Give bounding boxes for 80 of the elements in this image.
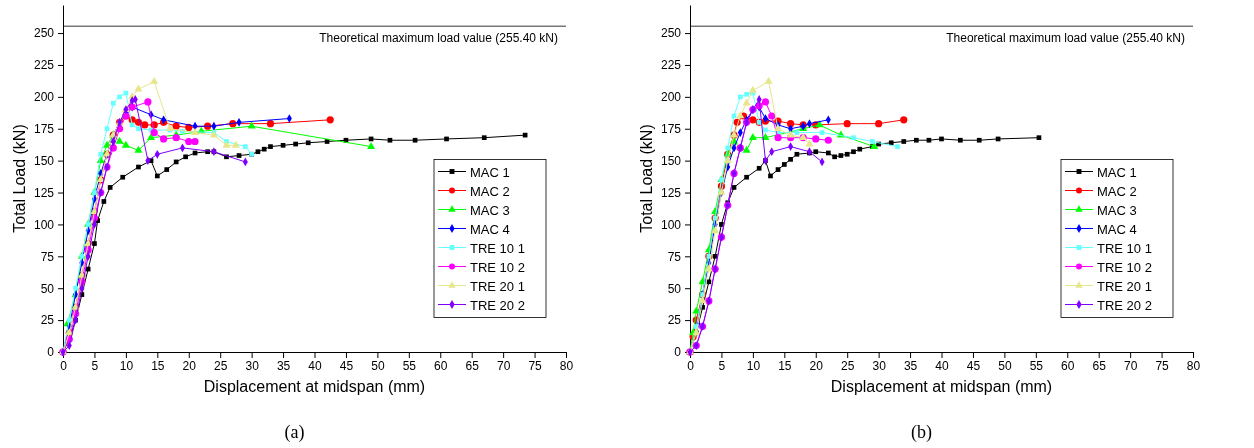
y-tick-label: 75 bbox=[40, 249, 55, 264]
y-tick-label: 225 bbox=[33, 58, 55, 73]
x-axis-title: Displacement at midspan (mm) bbox=[830, 378, 1053, 395]
x-tick-label: 35 bbox=[276, 358, 291, 373]
legend-label: MAC 3 bbox=[1097, 202, 1137, 218]
y-tick-label: 25 bbox=[667, 313, 682, 328]
y-tick-label: 125 bbox=[33, 185, 55, 200]
x-tick-label: 0 bbox=[687, 358, 695, 373]
legend-label: TRE 10 1 bbox=[1097, 240, 1152, 256]
text: (a) bbox=[284, 422, 305, 443]
x-tick-label: 75 bbox=[1155, 358, 1170, 373]
legend-label: TRE 10 1 bbox=[470, 240, 525, 256]
legend-label: MAC 2 bbox=[470, 183, 510, 199]
legend-label: MAC 1 bbox=[1097, 164, 1137, 180]
legend-label: TRE 10 2 bbox=[1097, 259, 1152, 275]
x-tick-label: 75 bbox=[528, 358, 543, 373]
y-tick-label: 50 bbox=[40, 281, 55, 296]
x-tick-label: 40 bbox=[935, 358, 949, 373]
y-tick-label: 250 bbox=[33, 26, 55, 41]
x-tick-label: 70 bbox=[496, 358, 511, 373]
x-tick-label: 60 bbox=[1061, 358, 1075, 373]
y-tick-label: 100 bbox=[33, 217, 55, 232]
x-tick-label: 25 bbox=[841, 358, 855, 373]
y-tick-label: 0 bbox=[674, 345, 682, 360]
ref-line-label: Theoretical maximum load value (255.40 kN) bbox=[319, 31, 558, 46]
ref-line-label: Theoretical maximum load value (255.40 kN) bbox=[946, 31, 1185, 46]
y-tick-label: 0 bbox=[47, 345, 55, 360]
y-tick-label: 125 bbox=[660, 185, 682, 200]
x-tick-label: 70 bbox=[1123, 358, 1138, 373]
x-tick-label: 60 bbox=[434, 358, 448, 373]
x-tick-label: 15 bbox=[778, 358, 792, 373]
legend-label: TRE 20 2 bbox=[470, 297, 525, 313]
x-tick-label: 80 bbox=[559, 358, 574, 373]
x-tick-label: 5 bbox=[718, 358, 726, 373]
x-tick-label: 65 bbox=[465, 358, 480, 373]
y-tick-label: 25 bbox=[40, 313, 55, 328]
x-tick-label: 15 bbox=[151, 358, 165, 373]
y-tick-label: 50 bbox=[667, 281, 682, 296]
y-tick-label: 150 bbox=[33, 153, 55, 168]
x-tick-label: 30 bbox=[872, 358, 887, 373]
x-axis-title: Displacement at midspan (mm) bbox=[203, 378, 426, 395]
x-tick-label: 45 bbox=[966, 358, 981, 373]
x-tick-label: 55 bbox=[1029, 358, 1044, 373]
x-tick-label: 65 bbox=[1092, 358, 1107, 373]
x-tick-label: 50 bbox=[371, 358, 385, 373]
y-tick-label: 100 bbox=[660, 217, 682, 232]
x-tick-label: 35 bbox=[903, 358, 918, 373]
y-axis-title: Total Load (kN) bbox=[11, 124, 28, 233]
y-tick-label: 200 bbox=[33, 90, 55, 105]
y-tick-label: 175 bbox=[33, 122, 55, 137]
x-tick-label: 20 bbox=[809, 358, 824, 373]
x-tick-label: 40 bbox=[308, 358, 322, 373]
y-tick-label: 250 bbox=[660, 26, 682, 41]
x-tick-label: 80 bbox=[1186, 358, 1201, 373]
legend-label: MAC 3 bbox=[470, 202, 510, 218]
legend-label: MAC 4 bbox=[1097, 221, 1137, 237]
legend-label: MAC 2 bbox=[1097, 183, 1137, 199]
x-tick-label: 20 bbox=[182, 358, 197, 373]
x-tick-label: 5 bbox=[91, 358, 99, 373]
x-tick-label: 25 bbox=[214, 358, 228, 373]
text: (b) bbox=[911, 422, 932, 443]
y-axis-title: Total Load (kN) bbox=[638, 124, 655, 233]
legend-label: TRE 20 2 bbox=[1097, 297, 1152, 313]
x-tick-label: 0 bbox=[60, 358, 68, 373]
x-tick-label: 10 bbox=[119, 358, 134, 373]
x-tick-label: 30 bbox=[245, 358, 260, 373]
legend-label: MAC 4 bbox=[470, 221, 510, 237]
y-tick-label: 75 bbox=[667, 249, 682, 264]
x-tick-label: 45 bbox=[339, 358, 354, 373]
y-tick-label: 175 bbox=[660, 122, 682, 137]
legend-label: TRE 10 2 bbox=[470, 259, 525, 275]
y-tick-label: 225 bbox=[660, 58, 682, 73]
y-tick-label: 150 bbox=[660, 153, 682, 168]
legend-label: TRE 20 1 bbox=[470, 278, 525, 294]
x-tick-label: 50 bbox=[998, 358, 1012, 373]
legend-label: TRE 20 1 bbox=[1097, 278, 1152, 294]
legend-label: MAC 1 bbox=[470, 164, 510, 180]
y-tick-label: 200 bbox=[660, 90, 682, 105]
x-tick-label: 55 bbox=[402, 358, 417, 373]
x-tick-label: 10 bbox=[746, 358, 761, 373]
